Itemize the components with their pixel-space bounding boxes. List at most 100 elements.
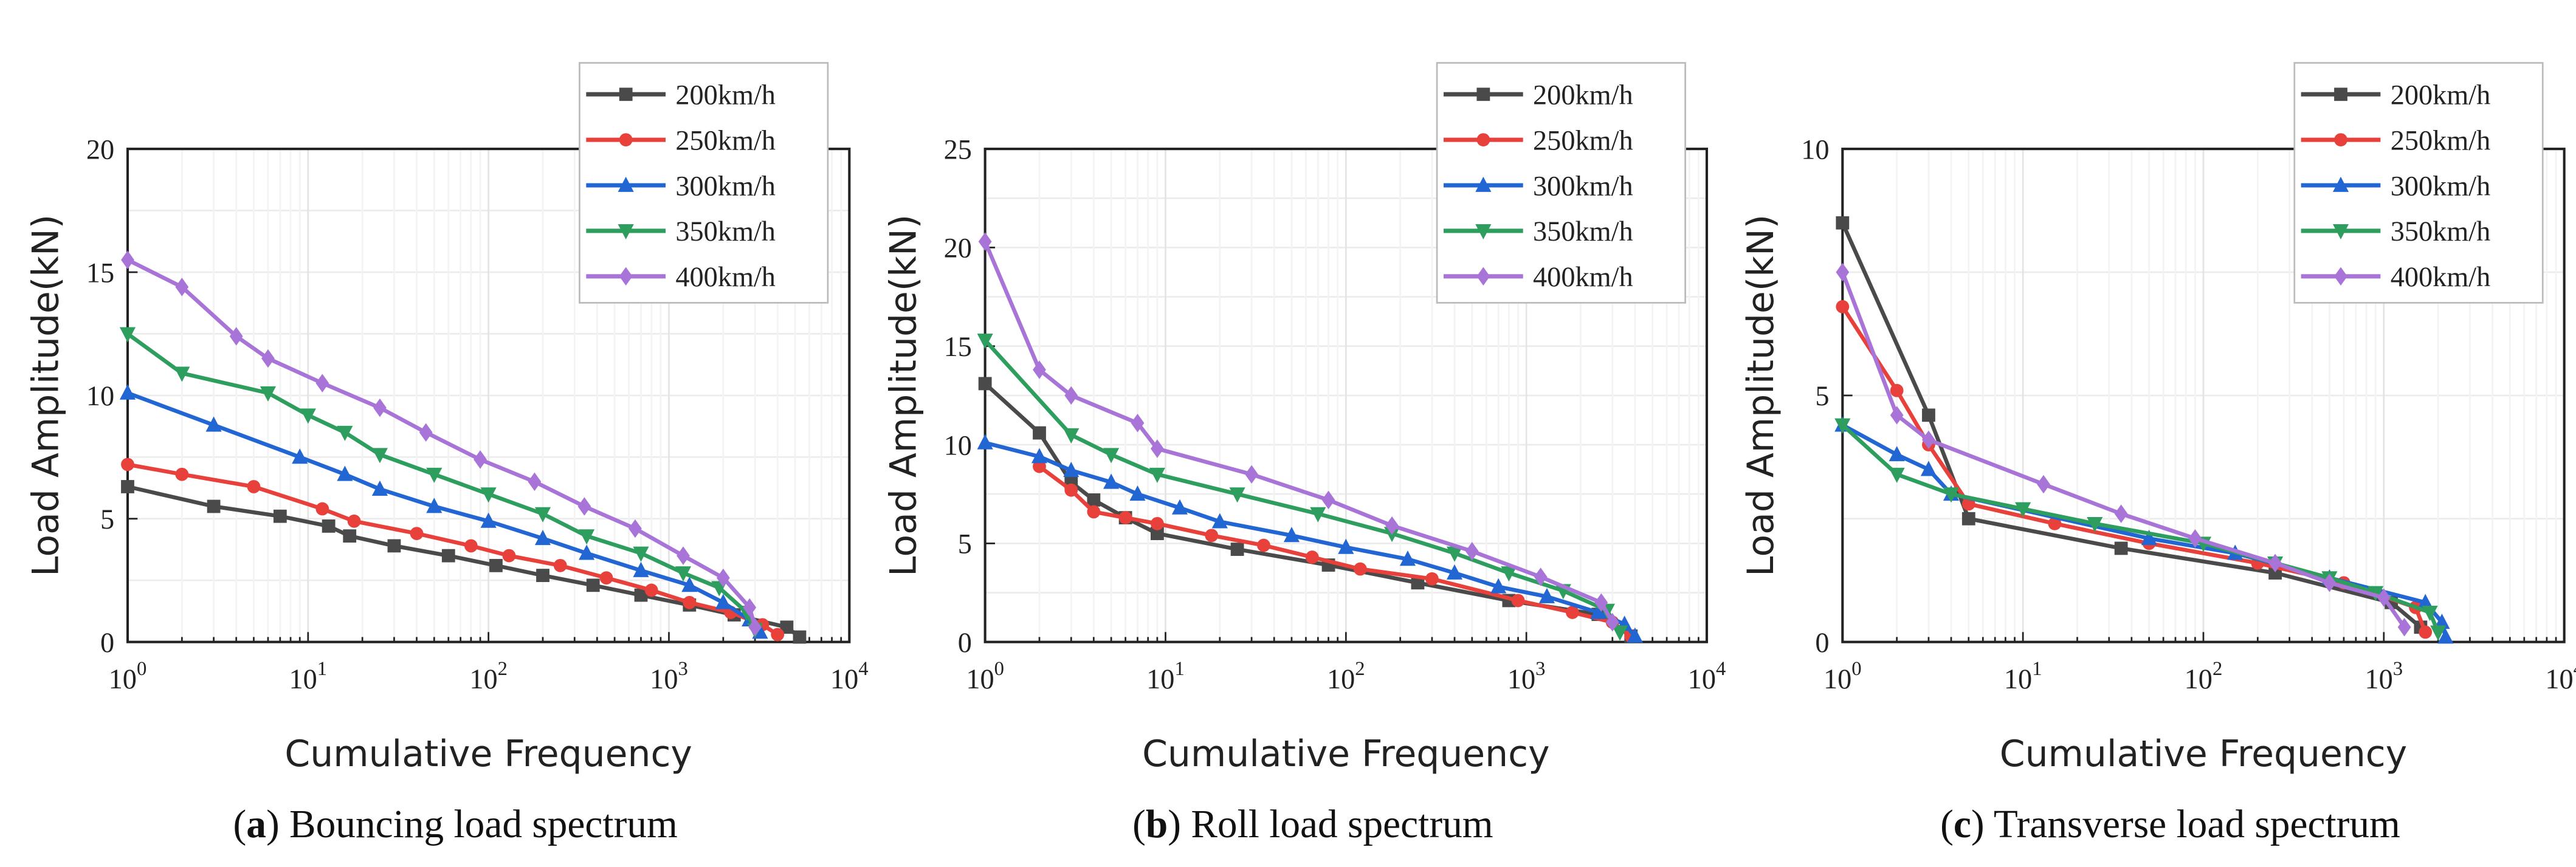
marker-triangle-up — [1129, 485, 1146, 501]
marker-triangle-down — [371, 448, 388, 464]
marker-diamond — [2114, 504, 2128, 523]
y-tick-label: 10 — [1801, 134, 1829, 165]
marker-triangle-down — [1149, 467, 1165, 483]
marker-triangle-up — [426, 498, 443, 513]
legend-label: 400km/h — [675, 262, 776, 293]
series-line — [1841, 423, 2440, 633]
series-line — [983, 241, 1614, 623]
marker-circle — [175, 467, 189, 481]
y-tick-label: 5 — [958, 529, 972, 560]
marker-triangle-up — [579, 544, 595, 560]
x-tick-label: 102 — [469, 658, 508, 695]
marker-triangle-down — [300, 408, 316, 424]
marker-diamond — [577, 497, 591, 516]
legend-label: 350km/h — [675, 216, 776, 247]
marker-diamond — [261, 349, 275, 368]
marker-square — [2114, 541, 2128, 555]
marker-circle — [2334, 133, 2347, 147]
marker-triangle-down — [119, 327, 136, 343]
marker-diamond — [1033, 360, 1046, 379]
marker-triangle-down — [2015, 502, 2031, 518]
y-tick-label: 20 — [86, 134, 114, 165]
marker-triangle-down — [2087, 516, 2103, 533]
marker-square — [1033, 426, 1046, 440]
marker-circle — [2419, 625, 2433, 639]
marker-circle — [464, 539, 478, 553]
marker-triangle-up — [2141, 530, 2157, 546]
marker-circle — [1353, 562, 1367, 576]
series-line — [983, 338, 1622, 634]
marker-triangle-up — [119, 384, 136, 400]
marker-triangle-up — [633, 561, 649, 577]
y-tick-label: 5 — [1815, 381, 1829, 412]
marker-diamond — [2037, 475, 2050, 494]
marker-triangle-up — [1399, 550, 1416, 566]
marker-circle — [553, 558, 567, 572]
legend-label: 250km/h — [675, 125, 776, 156]
y-tick-label: 25 — [944, 134, 972, 165]
marker-square — [1476, 87, 1490, 101]
marker-triangle-up — [1538, 588, 1555, 603]
marker-square — [1961, 512, 1975, 526]
marker-diamond — [1890, 406, 1904, 425]
legend-label: 400km/h — [2391, 262, 2491, 293]
legend-box — [2293, 62, 2544, 304]
x-axis-label: Cumulative Frequency — [284, 733, 692, 775]
legend: 200km/h 250km/h 300km/h 350km/h 400km/h — [579, 62, 829, 304]
marker-triangle-down — [337, 425, 353, 441]
marker-triangle-down — [633, 546, 649, 562]
legend-label: 200km/h — [2391, 80, 2491, 111]
legend-box — [579, 62, 829, 304]
x-tick-label: 101 — [2004, 658, 2042, 695]
x-tick-label: 101 — [289, 658, 328, 695]
marker-circle — [1890, 383, 1904, 397]
plot-frame — [983, 148, 1709, 643]
legend-label: 300km/h — [675, 171, 776, 202]
marker-square — [619, 87, 633, 101]
y-tick-label: 10 — [86, 381, 114, 412]
marker-triangle-up — [1889, 446, 1905, 462]
marker-circle — [771, 628, 785, 642]
marker-triangle-down — [534, 507, 551, 523]
marker-triangle-up — [1590, 603, 1607, 619]
marker-circle — [1836, 300, 1850, 314]
marker-triangle-down — [480, 487, 497, 503]
y-tick-label: 15 — [944, 332, 972, 363]
series-400km/h — [121, 250, 762, 637]
marker-triangle-down — [426, 467, 443, 483]
marker-triangle-down — [675, 566, 692, 582]
marker-circle — [502, 549, 516, 563]
marker-triangle-up — [1627, 627, 1643, 643]
marker-circle — [1305, 550, 1319, 564]
marker-triangle-down — [1943, 487, 1960, 503]
x-axis-label: Cumulative Frequency — [2000, 733, 2407, 775]
marker-circle — [347, 514, 361, 528]
marker-triangle-up — [480, 512, 497, 528]
marker-triangle-up — [337, 465, 353, 481]
x-tick-label: 100 — [109, 658, 147, 695]
legend-label: 200km/h — [675, 80, 776, 111]
marker-square — [121, 480, 134, 493]
marker-triangle-up — [2332, 176, 2349, 192]
marker-diamond — [978, 232, 992, 251]
marker-triangle-up — [1475, 176, 1492, 192]
chart-panel-a: 0 5 10 15 20 100 101 102 103 104 Cumulative Freque… — [25, 62, 869, 846]
marker-circle — [1151, 516, 1164, 530]
y-axis-label: Load Amplitude(kN) — [882, 214, 925, 577]
marker-triangle-up — [1446, 564, 1463, 580]
marker-circle — [315, 502, 329, 516]
marker-triangle-up — [1211, 513, 1228, 529]
y-tick-label: 0 — [100, 628, 114, 659]
y-axis-label: Load Amplitude(kN) — [1740, 214, 1782, 577]
marker-diamond — [1922, 430, 1935, 450]
marker-triangle-down — [1229, 487, 1245, 503]
marker-diamond — [1836, 262, 1850, 282]
x-tick-label: 103 — [650, 658, 688, 695]
marker-diamond — [2188, 529, 2202, 548]
legend-label: 350km/h — [1533, 216, 1633, 247]
marker-square — [1411, 576, 1425, 590]
marker-triangle-up — [1063, 462, 1080, 478]
legend: 200km/h 250km/h 300km/h 350km/h 400km/h — [2293, 62, 2544, 304]
series-line — [984, 440, 1637, 638]
marker-circle — [1064, 483, 1078, 497]
